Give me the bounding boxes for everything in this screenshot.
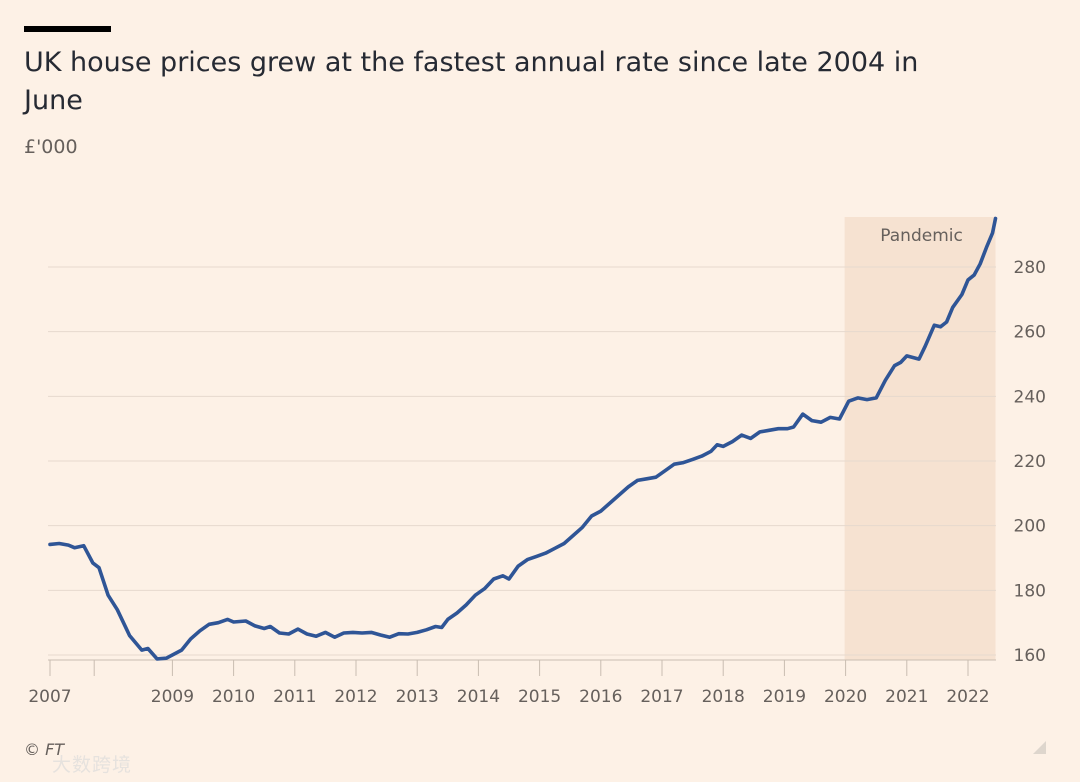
x-tick-label-2014: 2014 <box>457 687 500 707</box>
watermark: 大数跨境 <box>52 754 133 776</box>
series-group <box>48 216 998 661</box>
pandemic-label: Pandemic <box>880 226 963 246</box>
y-tick-label-200: 200 <box>1014 517 1046 537</box>
x-tick-label-2021: 2021 <box>885 687 928 707</box>
y-tick-label-280: 280 <box>1014 258 1046 278</box>
pandemic-shading <box>844 217 996 660</box>
x-tick-label-2020: 2020 <box>824 687 867 707</box>
y-tick-label-240: 240 <box>1014 387 1046 407</box>
x-tick-label-2022: 2022 <box>946 687 989 707</box>
y-tick-label-180: 180 <box>1014 581 1046 601</box>
y-tick-label-160: 160 <box>1014 646 1046 666</box>
y-tick-label-260: 260 <box>1014 323 1046 343</box>
resize-corner-icon <box>1033 741 1046 754</box>
x-tick-label-2009: 2009 <box>151 687 194 707</box>
chart-title: UK house prices grew at the fastest annu… <box>24 47 919 116</box>
x-tick-label-2010: 2010 <box>212 687 255 707</box>
x-tick-label-2018: 2018 <box>702 687 745 707</box>
x-tick-label-2017: 2017 <box>640 687 683 707</box>
gridlines <box>48 266 996 656</box>
x-axis: 2007 2009 2010 2011 2012 2013 2014 2015 2016 2017… <box>28 659 996 707</box>
y-axis: 160 180 200 220 240 260 280 <box>1014 258 1046 666</box>
y-axis-unit-label: £'000 <box>24 136 78 158</box>
title-accent-bar <box>24 26 111 32</box>
series-line-0 <box>48 216 998 661</box>
x-tick-label-2015: 2015 <box>518 687 561 707</box>
pandemic-shading-group: Pandemic <box>844 217 996 660</box>
x-tick-label-2016: 2016 <box>579 687 622 707</box>
y-tick-label-220: 220 <box>1014 452 1046 472</box>
x-tick-label-2019: 2019 <box>763 687 806 707</box>
x-tick-label-2007: 2007 <box>28 687 71 707</box>
x-tick-label-2011: 2011 <box>273 687 316 707</box>
x-tick-label-2013: 2013 <box>396 687 439 707</box>
x-tick-label-2012: 2012 <box>334 687 377 707</box>
source-credit: © FT <box>24 740 65 759</box>
